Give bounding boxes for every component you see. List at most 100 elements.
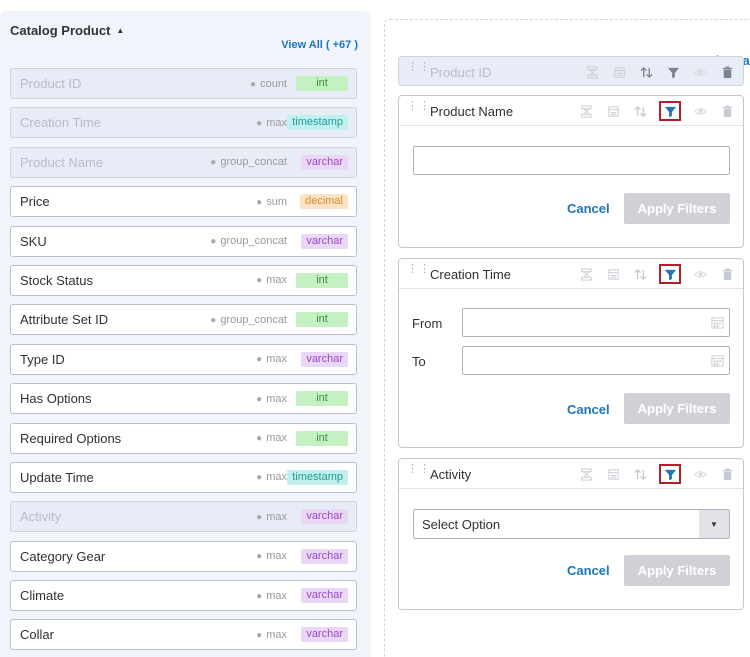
field-name: Price <box>20 194 50 210</box>
caret-up-icon[interactable]: ▲ <box>116 26 125 35</box>
filter-icon[interactable] <box>659 464 681 484</box>
bullet-icon: ● <box>210 236 217 248</box>
aggregation-value: max <box>266 550 287 563</box>
calendar-icon[interactable] <box>605 103 621 119</box>
field-item[interactable]: SKU ● group_concat varchar <box>10 225 357 257</box>
type-badge: int <box>296 391 348 407</box>
trash-icon[interactable] <box>719 266 735 282</box>
calendar-icon[interactable] <box>711 354 724 367</box>
group-icon[interactable] <box>584 64 600 80</box>
trash-icon[interactable] <box>719 103 735 119</box>
group-icon[interactable] <box>578 266 594 282</box>
activity-select[interactable]: Select Option ▼ <box>413 509 730 539</box>
type-badge: timestamp <box>287 469 348 485</box>
type-badge: timestamp <box>287 115 348 131</box>
sort-icon[interactable] <box>638 64 654 80</box>
apply-filters-button[interactable]: Apply Filters <box>624 393 730 424</box>
group-icon[interactable] <box>578 103 594 119</box>
eye-icon[interactable] <box>692 266 708 282</box>
aggregation-label: ● max <box>256 629 287 641</box>
card-toolbar <box>578 264 735 284</box>
calendar-icon[interactable] <box>605 466 621 482</box>
filter-card-product-name: ⋮⋮ Product Name Cancel Apply Filters <box>398 95 744 248</box>
product-name-filter-input[interactable] <box>413 146 730 175</box>
card-toolbar <box>578 464 735 484</box>
chevron-down-icon[interactable]: ▼ <box>699 510 729 538</box>
field-item[interactable]: Attribute Set ID ● group_concat int <box>10 304 357 336</box>
panel-title[interactable]: Catalog Product ▲ <box>10 23 124 38</box>
aggregation-label: ● max <box>256 590 287 602</box>
bullet-icon: ● <box>256 196 263 208</box>
eye-icon[interactable] <box>692 64 708 80</box>
group-icon[interactable] <box>578 466 594 482</box>
sort-icon[interactable] <box>632 103 648 119</box>
type-badge: varchar <box>301 154 348 170</box>
panel-title-label: Catalog Product <box>10 23 111 38</box>
type-badge: varchar <box>301 548 348 564</box>
drag-handle-icon[interactable]: ⋮⋮ <box>407 100 431 112</box>
sort-icon[interactable] <box>632 466 648 482</box>
filter-icon[interactable] <box>659 101 681 121</box>
aggregation-label: ● count <box>250 78 287 90</box>
field-name: Required Options <box>20 430 122 446</box>
field-name: SKU <box>20 233 47 249</box>
eye-icon[interactable] <box>692 466 708 482</box>
drag-handle-icon[interactable]: ⋮⋮ <box>407 61 431 73</box>
field-item[interactable]: Creation Time ● max timestamp <box>10 107 357 139</box>
to-date-input[interactable] <box>462 346 730 375</box>
aggregation-value: group_concat <box>220 235 287 248</box>
filter-icon[interactable] <box>665 64 681 80</box>
type-badge: decimal <box>300 194 348 210</box>
cancel-button[interactable]: Cancel <box>567 201 610 216</box>
cancel-button[interactable]: Cancel <box>567 563 610 578</box>
view-all-link[interactable]: View All ( +67 ) <box>281 39 358 51</box>
field-item[interactable]: Activity ● max varchar <box>10 501 357 533</box>
bullet-icon: ● <box>256 433 263 445</box>
cancel-button[interactable]: Cancel <box>567 402 610 417</box>
type-badge: int <box>296 272 348 288</box>
type-badge: varchar <box>301 509 348 525</box>
bullet-icon: ● <box>256 117 263 129</box>
filter-card-header: ⋮⋮ Activity <box>399 459 743 489</box>
filter-card-header: ⋮⋮ Product ID <box>399 57 743 87</box>
aggregation-value: max <box>266 274 287 287</box>
field-item[interactable]: Climate ● max varchar <box>10 580 357 612</box>
bullet-icon: ● <box>256 590 263 602</box>
trash-icon[interactable] <box>719 466 735 482</box>
drag-handle-icon[interactable]: ⋮⋮ <box>407 463 431 475</box>
bullet-icon: ● <box>256 393 263 405</box>
field-item[interactable]: Update Time ● max timestamp <box>10 461 357 493</box>
from-date-input[interactable] <box>462 308 730 337</box>
eye-icon[interactable] <box>692 103 708 119</box>
drag-handle-icon[interactable]: ⋮⋮ <box>407 263 431 275</box>
field-item[interactable]: Has Options ● max int <box>10 383 357 415</box>
sort-icon[interactable] <box>632 266 648 282</box>
calendar-icon[interactable] <box>605 266 621 282</box>
field-name: Has Options <box>20 391 92 407</box>
aggregation-value: max <box>266 116 287 129</box>
field-item[interactable]: Product Name ● group_concat varchar <box>10 146 357 178</box>
field-item[interactable]: Price ● sum decimal <box>10 186 357 218</box>
field-name: Product Name <box>20 154 104 170</box>
filter-card-title: Creation Time <box>430 267 511 282</box>
calendar-icon[interactable] <box>611 64 627 80</box>
aggregation-label: ● group_concat <box>210 314 287 326</box>
type-badge: varchar <box>301 627 348 643</box>
calendar-icon[interactable] <box>711 316 724 329</box>
field-name: Activity <box>20 509 62 525</box>
field-item[interactable]: Type ID ● max varchar <box>10 343 357 375</box>
bullet-icon: ● <box>210 314 217 326</box>
apply-filters-button[interactable]: Apply Filters <box>624 555 730 586</box>
field-item[interactable]: Category Gear ● max varchar <box>10 540 357 572</box>
field-item[interactable]: Product ID ● count int <box>10 68 357 99</box>
field-item[interactable]: Stock Status ● max int <box>10 264 357 296</box>
field-list: Product ID ● count int Creation Time ● max time… <box>10 68 357 657</box>
aggregation-value: sum <box>266 195 287 208</box>
field-item[interactable]: Collar ● max varchar <box>10 619 357 651</box>
aggregation-value: group_concat <box>220 313 287 326</box>
trash-icon[interactable] <box>719 64 735 80</box>
apply-filters-button[interactable]: Apply Filters <box>624 193 730 224</box>
aggregation-value: max <box>266 471 287 484</box>
filter-icon[interactable] <box>659 264 681 284</box>
field-item[interactable]: Required Options ● max int <box>10 422 357 454</box>
